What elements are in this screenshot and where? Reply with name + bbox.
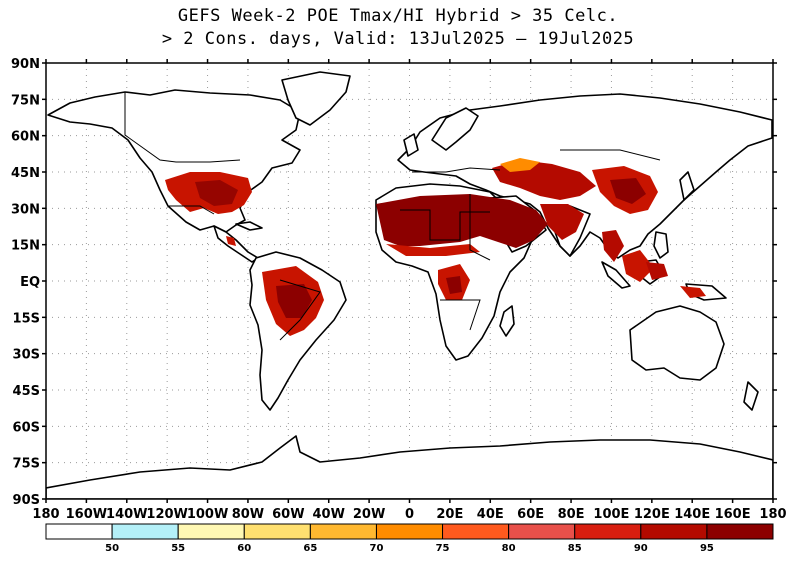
lon-label: 140E (674, 507, 710, 522)
colorbar-tick-label: 60 (237, 543, 251, 554)
lon-label: 120W (146, 507, 187, 522)
british-isles (403, 133, 419, 157)
map-title-line-1: GEFS Week-2 POE Tmax/HI Hybrid > 35 Celc… (177, 6, 619, 26)
new-zealand (743, 381, 759, 411)
lat-label: 60S (13, 420, 40, 435)
colorbar-tick-label: 90 (634, 543, 648, 554)
colorbar-tick-label: 55 (171, 543, 185, 554)
latitude-axis: 90N 75N 60N 45N 30N 15N EQ 15S 30S 45S 60S 75S 90S (11, 57, 777, 508)
lon-label: 60E (517, 507, 544, 522)
japan (679, 171, 695, 201)
lon-label: 160E (715, 507, 751, 522)
lat-label: 90S (13, 493, 40, 508)
lat-label: 90N (11, 57, 40, 72)
lat-label: 30N (11, 202, 40, 217)
colorbar-swatch (309, 523, 377, 540)
lat-label: 60N (11, 130, 40, 145)
colorbar-tick-label: 75 (436, 543, 450, 554)
colorbar-swatch (640, 523, 708, 540)
greenland (281, 71, 351, 126)
colorbar-swatch (243, 523, 311, 540)
lon-label: 120E (634, 507, 670, 522)
colorbar-swatch (574, 523, 642, 540)
colorbar-tick-label: 85 (568, 543, 582, 554)
lon-label: 0 (405, 507, 414, 522)
scandinavia (431, 107, 479, 151)
antarctica (46, 435, 773, 499)
lat-label: 15N (11, 239, 40, 254)
colorbar-swatch (111, 523, 179, 540)
lon-label: 180 (759, 507, 786, 522)
colorbar-tick-label: 80 (502, 543, 516, 554)
lon-label: 20E (436, 507, 463, 522)
philippines (653, 231, 669, 259)
colorbar-tick-label: 50 (105, 543, 119, 554)
colorbar: 50 55 60 65 70 75 80 85 90 95 (45, 523, 774, 554)
lon-label: 180 (32, 507, 59, 522)
sumatra (601, 261, 631, 289)
colorbar-swatch (508, 523, 576, 540)
madagascar (499, 305, 515, 337)
colorbar-tick-label: 65 (303, 543, 317, 554)
probability-shading (165, 158, 706, 336)
lon-label: 80W (232, 507, 264, 522)
lon-label: 100E (593, 507, 629, 522)
lon-label: 60W (272, 507, 304, 522)
lon-label: 40E (477, 507, 504, 522)
map-title-line-2: > 2 Cons. days, Valid: 13Jul2025 – 19Jul… (161, 29, 635, 49)
lon-label: 40W (313, 507, 345, 522)
colorbar-tick-label: 95 (700, 543, 714, 554)
lon-label: 20W (353, 507, 385, 522)
colorbar-swatch (375, 523, 444, 540)
australia (629, 305, 725, 381)
colorbar-swatch (177, 523, 245, 540)
world-map (46, 63, 773, 499)
eurasia (397, 93, 773, 259)
lon-label: 80E (558, 507, 585, 522)
lat-label: 15S (13, 311, 40, 326)
lat-label: 45N (11, 166, 40, 181)
colorbar-tick-label: 70 (369, 543, 383, 554)
lat-label: 75N (11, 93, 40, 108)
lat-label: 45S (13, 384, 40, 399)
borders (124, 92, 661, 341)
lon-label: 160W (66, 507, 107, 522)
colorbar-swatch (706, 523, 774, 540)
cuba (235, 221, 263, 231)
lat-label: 75S (13, 457, 40, 472)
lon-label: 140W (106, 507, 147, 522)
colorbar-swatch (45, 523, 113, 540)
lon-label: 100W (187, 507, 228, 522)
colorbar-swatch (442, 523, 510, 540)
lat-label: EQ (20, 275, 40, 290)
lat-label: 30S (13, 348, 40, 363)
